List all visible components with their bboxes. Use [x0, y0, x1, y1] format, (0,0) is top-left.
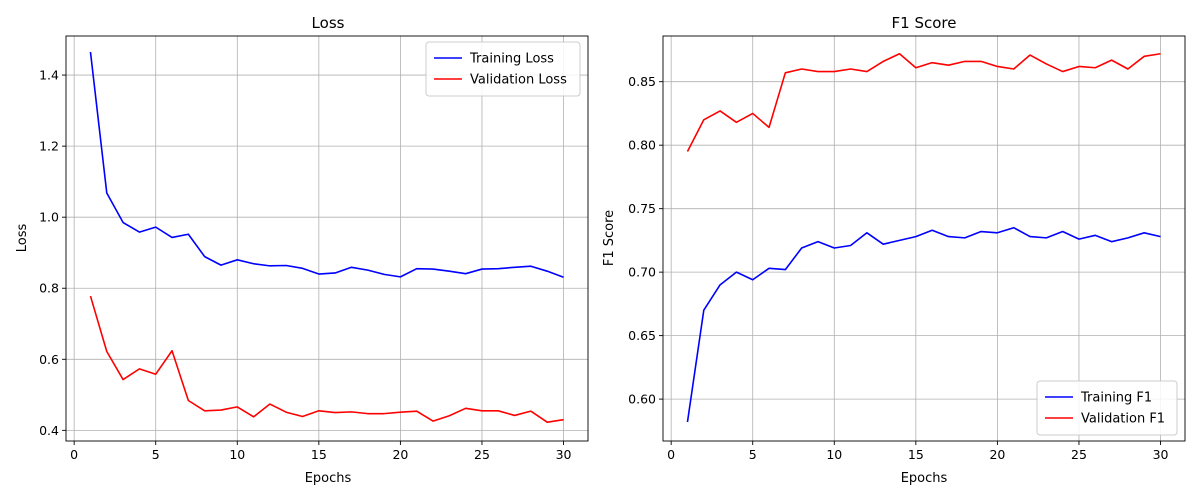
- y-tick-label: 0.60: [628, 392, 656, 407]
- f1-chart: F1 Score Epochs F1 Score 0 5 10 15 20 25 30 0.6…: [602, 14, 1186, 486]
- y-tick-label: 0.4: [39, 423, 59, 438]
- legend-box: [425, 41, 581, 97]
- x-tick-label: 10: [826, 447, 842, 462]
- x-tick-label: 0: [667, 447, 675, 462]
- series-line-training: [89, 51, 564, 278]
- series-line-validation: [89, 295, 564, 423]
- chart-title: F1 Score: [892, 14, 957, 32]
- y-axis-label: Loss: [15, 224, 30, 253]
- x-tick-label: 30: [556, 447, 572, 462]
- y-tick-label: 1.0: [39, 210, 59, 225]
- y-tick-label: 0.70: [628, 265, 656, 280]
- y-tick-label: 0.6: [39, 352, 59, 367]
- plot-frame: [65, 35, 589, 442]
- x-tick-label: 25: [1071, 447, 1087, 462]
- y-tick-label: 0.85: [628, 74, 656, 89]
- y-tick-label: 1.4: [39, 68, 59, 83]
- legend-label: Training F1: [1080, 391, 1152, 406]
- x-tick-label: 20: [392, 447, 408, 462]
- x-tick-label: 30: [1153, 447, 1169, 462]
- x-axis-label: Epochs: [901, 471, 948, 486]
- legend-label: Training Loss: [469, 52, 554, 67]
- legend-box: [1036, 380, 1178, 436]
- y-tick-label: 0.65: [628, 328, 656, 343]
- x-tick-label: 10: [229, 447, 245, 462]
- legend-label: Validation F1: [1081, 412, 1165, 427]
- x-tick-label: 15: [908, 447, 924, 462]
- x-tick-label: 15: [311, 447, 327, 462]
- x-tick-label: 0: [70, 447, 78, 462]
- series-line-training: [686, 226, 1161, 423]
- x-tick-label: 20: [989, 447, 1005, 462]
- x-tick-label: 5: [152, 447, 160, 462]
- y-tick-label: 0.75: [628, 201, 656, 216]
- legend-label: Validation Loss: [470, 73, 567, 88]
- x-tick-label: 5: [749, 447, 757, 462]
- x-axis-label: Epochs: [305, 471, 352, 486]
- y-tick-label: 1.2: [39, 139, 59, 154]
- x-tick-label: 25: [474, 447, 490, 462]
- series-line-validation: [686, 52, 1161, 152]
- y-tick-label: 0.8: [39, 281, 59, 296]
- loss-chart: Loss Epochs Loss 0 5 10 15 20 25 30 0.4 0.6 0.8 1.…: [15, 14, 589, 486]
- chart-title: Loss: [312, 14, 345, 32]
- y-tick-label: 0.80: [628, 138, 656, 153]
- plot-frame: [662, 35, 1186, 442]
- y-axis-label: F1 Score: [602, 210, 617, 266]
